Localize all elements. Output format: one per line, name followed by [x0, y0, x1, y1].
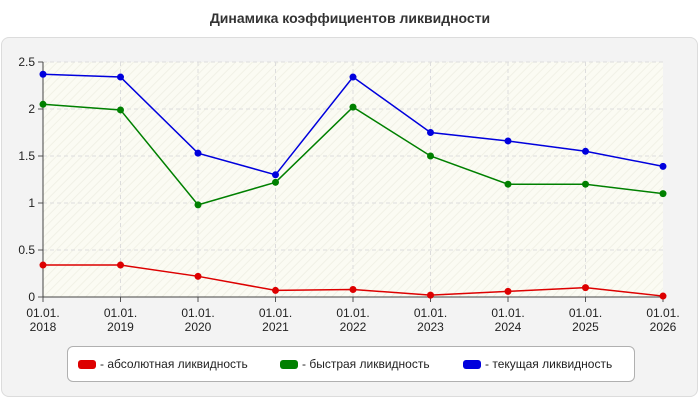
series-2-point [582, 147, 589, 155]
x-tick-label: 01.01. 2025 [569, 306, 602, 334]
series-1-point [582, 180, 589, 188]
series-2-point [659, 162, 667, 170]
series-1-point [272, 178, 279, 186]
x-tick-label: 01.01. 2018 [26, 306, 59, 334]
series-1-point [427, 152, 434, 160]
series-2-point [39, 70, 47, 78]
legend-label-absolute: - абсолютная ликвидность [100, 357, 248, 371]
x-tick-label: 01.01. 2024 [491, 306, 524, 334]
series-2-point [194, 149, 202, 157]
y-tick-label: 2 [28, 102, 35, 116]
series-1-point [194, 201, 202, 209]
chart-title: Динамика коэффициентов ликвидности [209, 10, 491, 26]
series-1-point [504, 180, 512, 188]
series-0-point [504, 287, 512, 295]
y-tick-label: 0.5 [18, 243, 35, 257]
chart-legend: - абсолютная ликвидность - быстрая ликви… [67, 346, 635, 382]
legend-label-quick: - быстрая ликвидность [302, 357, 430, 371]
y-tick-label: 2.5 [18, 55, 35, 69]
series-0-point [427, 291, 434, 299]
series-0-point [117, 261, 124, 269]
legend-label-current: - текущая ликвидность [485, 357, 613, 371]
legend-item-quick: - быстрая ликвидность [280, 357, 430, 371]
series-1-point [349, 103, 357, 111]
series-2-point [504, 137, 512, 145]
legend-swatch-current [463, 359, 481, 369]
series-1-point [659, 190, 667, 198]
series-0-point [659, 292, 667, 300]
series-1-point [39, 100, 47, 108]
x-tick-label: 01.01. 2021 [259, 306, 292, 334]
series-0-point [194, 272, 202, 280]
plot-area [43, 62, 663, 297]
legend-swatch-quick [280, 359, 298, 369]
series-1-point [117, 106, 124, 114]
x-tick-label: 01.01. 2026 [646, 306, 679, 334]
x-tick-label: 01.01. 2022 [336, 306, 369, 334]
series-0-point [349, 285, 357, 293]
y-tick-label: 0 [28, 290, 35, 304]
series-0-point [582, 284, 589, 292]
legend-item-current: - текущая ликвидность [463, 357, 612, 371]
x-tick-label: 01.01. 2019 [104, 306, 137, 334]
legend-swatch-absolute [78, 359, 96, 369]
y-tick-label: 1.5 [18, 149, 35, 163]
y-tick-label: 1 [28, 196, 35, 210]
series-2-point [117, 73, 124, 81]
x-tick-label: 01.01. 2020 [181, 306, 214, 334]
x-tick-label: 01.01. 2023 [414, 306, 447, 334]
legend-item-absolute: - абсолютная ликвидность [78, 357, 248, 371]
series-2-point [349, 73, 357, 81]
series-0-point [272, 286, 279, 294]
series-0-point [39, 261, 47, 269]
series-2-point [427, 129, 434, 136]
series-2-point [272, 171, 279, 179]
